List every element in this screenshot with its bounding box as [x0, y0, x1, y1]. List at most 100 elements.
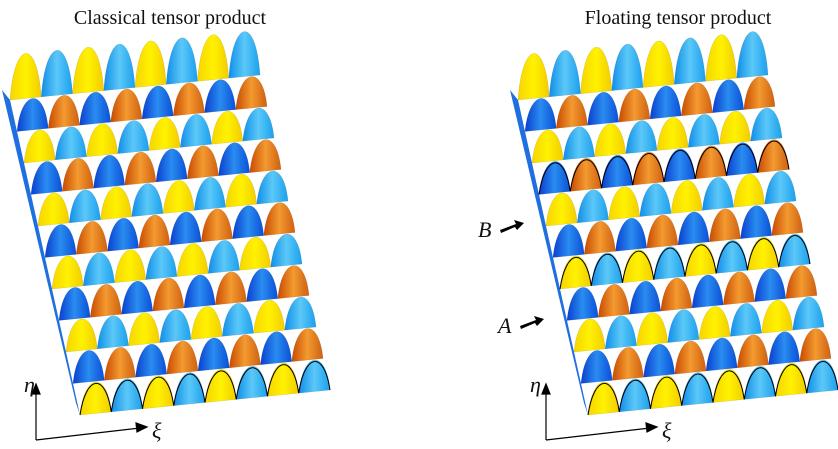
surface-patch — [205, 369, 236, 402]
surface-patch — [247, 269, 278, 302]
surface-patch — [644, 344, 675, 377]
surface-patch — [156, 149, 187, 182]
surface-patch — [97, 316, 128, 349]
surface-patch — [546, 193, 577, 226]
surface-patch — [45, 224, 76, 257]
surface-patch — [595, 124, 626, 157]
surface-patch — [619, 89, 650, 122]
surface-patch — [278, 266, 309, 299]
surface-patch — [229, 335, 260, 368]
surface-patch — [699, 306, 730, 339]
surface-patch — [588, 382, 619, 415]
surface-patch — [671, 180, 702, 213]
surface-patch — [142, 86, 173, 119]
surface — [2, 32, 330, 415]
surface-patch — [38, 193, 69, 226]
surface-patch — [678, 212, 709, 245]
surface-patch — [139, 215, 170, 248]
surface-patch — [240, 237, 271, 270]
surface-patch — [222, 303, 253, 336]
surface-patch — [285, 297, 316, 330]
surface-patch — [31, 161, 62, 194]
surface-patch — [685, 243, 716, 276]
surface-patch — [612, 347, 643, 380]
surface-patch — [153, 278, 184, 311]
surface-patch — [271, 234, 302, 267]
surface-patch — [187, 146, 218, 179]
surface-patch — [647, 215, 678, 248]
surface-patch — [765, 171, 796, 204]
surface-patch — [104, 44, 135, 91]
surface-patch — [609, 187, 640, 220]
surface-patch — [581, 350, 612, 383]
surface-patch — [41, 50, 72, 97]
axis-label: η — [24, 372, 35, 397]
surface-patch — [198, 338, 229, 371]
surface-patch — [581, 47, 612, 94]
surface-patch — [779, 234, 810, 267]
surface-patch — [163, 180, 194, 213]
surface-patch — [706, 35, 737, 82]
surface-patch — [146, 247, 177, 280]
surface-patch — [122, 281, 153, 314]
surface-patch — [233, 206, 264, 239]
surface-patch — [553, 224, 584, 257]
surface-patch — [574, 319, 605, 352]
surface-patch — [73, 47, 104, 94]
surface-patch — [160, 310, 191, 343]
surface-patch — [177, 243, 208, 276]
surface-patch — [111, 379, 142, 412]
surface-patch — [198, 35, 229, 82]
surface-patch — [83, 253, 114, 286]
surface-patch — [215, 272, 246, 305]
surface-patch — [191, 306, 222, 339]
surface-patch — [734, 174, 765, 207]
surface-patch — [668, 310, 699, 343]
surface-patch — [758, 140, 789, 173]
surface-patch — [115, 250, 146, 283]
surface-patch — [24, 130, 55, 163]
surface-patch — [48, 95, 79, 128]
surface-patch — [748, 237, 779, 270]
surface-patch — [111, 89, 142, 122]
surface-patch — [744, 366, 775, 399]
surface-patch — [180, 114, 211, 147]
surface-patch — [776, 363, 807, 396]
surface-patch — [688, 114, 719, 147]
surface-patch — [723, 272, 754, 305]
surface-patch — [101, 187, 132, 220]
surface-patch — [212, 111, 243, 144]
surface-patch — [184, 275, 215, 308]
surface-patch — [59, 287, 90, 320]
surface-patch — [695, 146, 726, 179]
surface-patch — [80, 382, 111, 415]
surface-patch — [80, 92, 111, 125]
surface-patch — [737, 335, 768, 368]
surface-patch — [194, 177, 225, 210]
surface-patch — [800, 329, 831, 362]
surface-patch — [118, 121, 149, 154]
surface-patch — [702, 177, 733, 210]
annotation: A — [496, 313, 512, 338]
surface-patch — [730, 303, 761, 336]
surface-patch — [744, 77, 775, 110]
surface-patch — [633, 152, 664, 185]
surface-patch — [236, 77, 267, 110]
surface-patch — [602, 155, 633, 188]
surface-patch — [769, 332, 800, 365]
surface-patch — [675, 341, 706, 374]
surface-patch — [66, 319, 97, 352]
surface-patch — [167, 341, 198, 374]
surface-patch — [94, 155, 125, 188]
surface-patch — [637, 313, 668, 346]
surface-patch — [755, 269, 786, 302]
surface-patch — [55, 127, 86, 160]
axis-label: ξ — [152, 418, 162, 443]
surface-patch — [650, 86, 681, 119]
surface-patch — [10, 53, 41, 100]
surface-patch — [125, 152, 156, 185]
surface-patch — [261, 332, 292, 365]
surface-patch — [737, 32, 768, 79]
surface-patch — [243, 108, 274, 141]
surface-patch — [643, 41, 674, 88]
